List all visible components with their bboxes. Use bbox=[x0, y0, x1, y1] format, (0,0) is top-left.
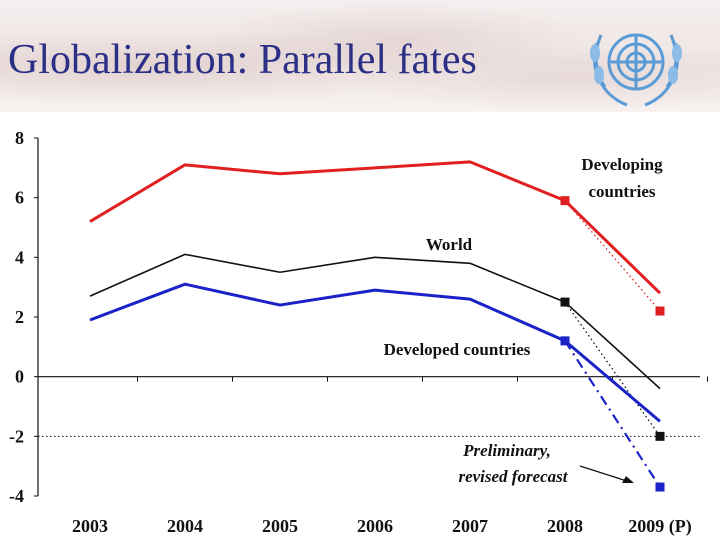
label-world: World bbox=[426, 235, 473, 254]
label-developing-1: Developing bbox=[581, 155, 663, 174]
series-marker-2 bbox=[655, 482, 665, 492]
series-line-2 bbox=[89, 282, 661, 423]
y-tick-label: -2 bbox=[9, 426, 24, 446]
growth-chart: 8 6 4 2 0 -2 -4 2003 2004 2005 2006 2007 2008 2009 (P… bbox=[9, 128, 708, 537]
series-line-0 bbox=[89, 160, 662, 295]
y-tick-label: 2 bbox=[15, 307, 24, 327]
x-tick-label: 2009 (P) bbox=[628, 516, 691, 537]
y-tick-label: 0 bbox=[15, 367, 24, 387]
x-tick-label: 2005 bbox=[262, 516, 298, 536]
label-developing-2: countries bbox=[588, 182, 655, 201]
series-marker-0 bbox=[655, 306, 665, 316]
forecast-line-1 bbox=[564, 301, 661, 437]
annotation-line1: Preliminary, bbox=[462, 441, 551, 460]
y-tick-label: -4 bbox=[9, 486, 24, 506]
y-tick-label: 6 bbox=[15, 188, 24, 208]
series-marker-1 bbox=[560, 297, 570, 307]
y-tick-label: 8 bbox=[15, 128, 24, 148]
annotation-arrow bbox=[579, 465, 631, 483]
forecast-line-2 bbox=[564, 340, 661, 488]
x-tick-label: 2006 bbox=[357, 516, 393, 536]
x-tick-label: 2003 bbox=[72, 516, 108, 536]
forecast-line-0 bbox=[564, 200, 661, 312]
x-tick-label: 2008 bbox=[547, 516, 583, 536]
y-tick-label: 4 bbox=[15, 247, 24, 267]
series-marker-1 bbox=[655, 431, 665, 441]
label-developed: Developed countries bbox=[384, 340, 531, 359]
slide-title: Globalization: Parallel fates bbox=[8, 37, 477, 83]
series-line-1 bbox=[89, 253, 661, 390]
annotation-line2: revised forecast bbox=[458, 467, 568, 486]
annotation-arrowhead bbox=[622, 476, 634, 483]
x-tick-label: 2004 bbox=[167, 516, 203, 536]
x-tick-label: 2007 bbox=[452, 516, 488, 536]
series-marker-2 bbox=[560, 336, 570, 346]
united-nations-emblem-icon bbox=[590, 33, 682, 107]
series-marker-0 bbox=[560, 196, 570, 206]
title-band bbox=[0, 0, 720, 112]
